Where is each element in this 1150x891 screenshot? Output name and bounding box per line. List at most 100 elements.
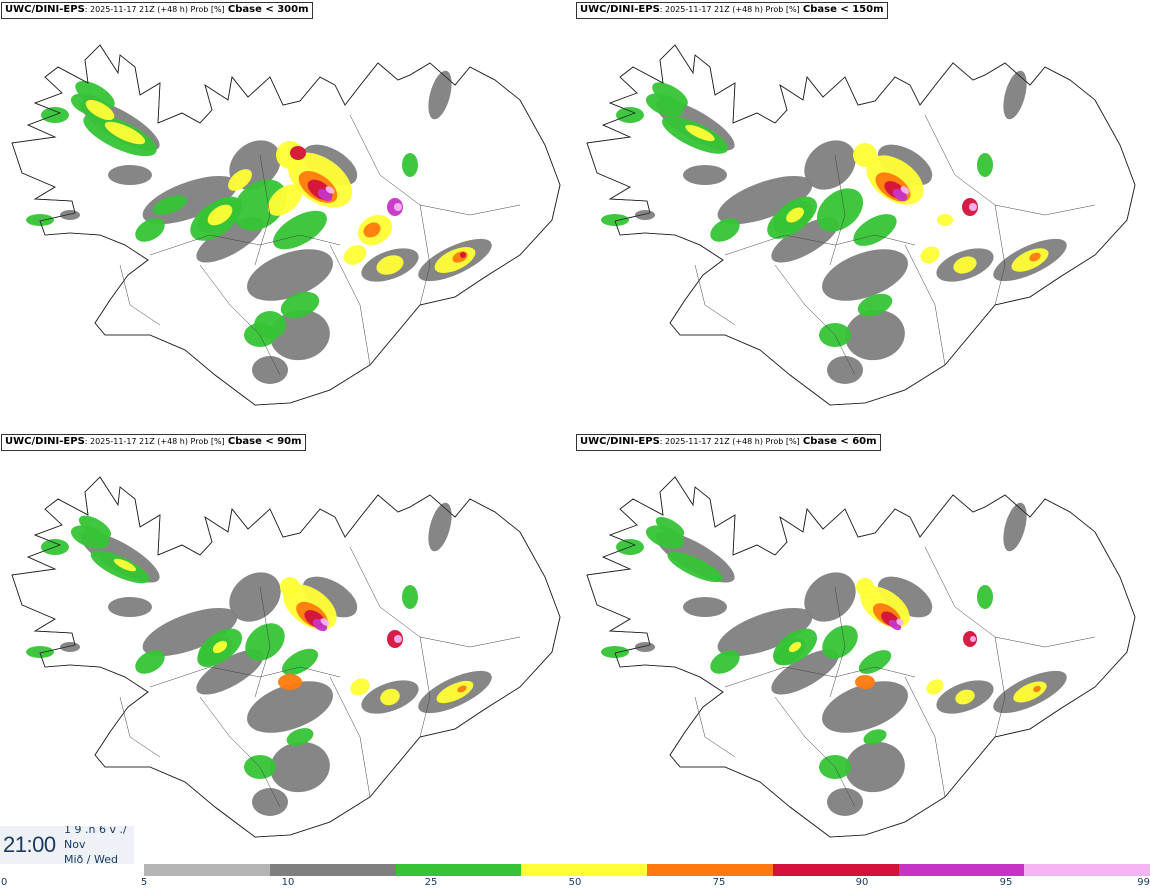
probability-area [402, 585, 418, 609]
probability-area [877, 576, 933, 618]
coastline-outline [586, 44, 1136, 406]
probability-area [652, 82, 688, 108]
region-boundary [199, 696, 281, 808]
panel-variable: Cbase < 90m [227, 436, 302, 447]
probability-area [822, 681, 908, 733]
probability-area [857, 293, 893, 317]
probability-area [710, 218, 740, 242]
probability-area [325, 186, 335, 194]
probability-area [970, 636, 976, 642]
probability-area [977, 153, 993, 177]
probability-area [937, 214, 953, 226]
colorbar-tick: 50 [568, 877, 582, 888]
probability-area [363, 222, 381, 238]
probability-area [457, 685, 467, 693]
probability-area [60, 210, 80, 220]
map-panel-cbase-60m: UWC/DINI-EPS: 2025-11-17 21Z (+48 h) Pro… [575, 432, 1150, 862]
panel-source: UWC/DINI-EPS [5, 4, 85, 15]
colorbar-segment-75-90 [647, 864, 773, 876]
probability-area [233, 179, 287, 231]
probability-area [196, 649, 264, 695]
coastline-outline [11, 476, 561, 838]
probability-area [376, 255, 404, 275]
region-boundary [829, 154, 846, 266]
panel-variable: Cbase < 60m [802, 436, 877, 447]
panel-source: UWC/DINI-EPS [5, 436, 85, 447]
probability-area [273, 210, 327, 250]
probability-area [278, 674, 302, 690]
probability-area [601, 646, 629, 658]
probability-area [601, 214, 629, 226]
probability-area [247, 249, 333, 301]
probability-area [926, 679, 944, 695]
probability-area [863, 729, 887, 745]
probability-area [955, 689, 975, 705]
probability-area [822, 249, 908, 301]
map-panel-cbase-90m: UWC/DINI-EPS: 2025-11-17 21Z (+48 h) Pro… [0, 432, 575, 862]
valid-time: 21:00 [3, 832, 56, 857]
region-boundary [724, 234, 916, 256]
colorbar-tick: 25 [424, 877, 438, 888]
valid-weekday: Mið / Wed [64, 853, 118, 864]
probability-area [853, 143, 877, 167]
coastline-outline [11, 44, 561, 406]
region-boundary [149, 234, 341, 256]
region-boundary [119, 696, 161, 758]
probability-area [85, 99, 115, 121]
probability-area [771, 649, 839, 695]
probability-area [280, 291, 320, 319]
region-boundary [774, 264, 856, 376]
probability-area [771, 217, 839, 263]
probability-area [822, 625, 858, 659]
panel-title: UWC/DINI-EPS: 2025-11-17 21Z (+48 h) Pro… [576, 434, 881, 451]
probability-area [1033, 685, 1041, 693]
probability-area [788, 641, 802, 653]
region-boundary [329, 676, 371, 798]
probability-area [286, 728, 314, 746]
probability-area [710, 650, 740, 674]
probability-area [827, 788, 863, 816]
probability-area [969, 203, 977, 211]
coastline-outline [586, 476, 1136, 838]
probability-area [228, 169, 252, 191]
probability-area [685, 124, 715, 142]
probability-area [113, 558, 137, 572]
probability-area [302, 576, 358, 618]
probability-area [135, 218, 165, 242]
probability-area [60, 642, 80, 652]
probability-area [858, 650, 892, 674]
panel-info: : 2025-11-17 21Z (+48 h) Prob [%] [84, 5, 225, 14]
panel-source: UWC/DINI-EPS [580, 4, 660, 15]
probability-area [920, 246, 940, 264]
iceland-map [586, 476, 1136, 838]
probability-area [460, 252, 466, 258]
probability-area [245, 623, 285, 661]
probability-area [75, 81, 115, 109]
probability-area [394, 203, 402, 211]
probability-area [953, 256, 977, 274]
probability-area [402, 153, 418, 177]
probability-area [270, 741, 330, 793]
probability-area [267, 184, 303, 216]
probability-area [252, 788, 288, 816]
region-boundary [724, 666, 916, 688]
panel-info: : 2025-11-17 21Z (+48 h) Prob [%] [659, 437, 800, 446]
probability-area [135, 650, 165, 674]
iceland-map [586, 44, 1136, 406]
region-boundary [119, 264, 161, 326]
probability-area [26, 214, 54, 226]
panel-title: UWC/DINI-EPS: 2025-11-17 21Z (+48 h) Pro… [576, 2, 888, 19]
probability-area [1003, 502, 1027, 552]
probability-area [252, 356, 288, 384]
probability-area [855, 675, 875, 689]
probability-area [290, 146, 306, 160]
probability-area [212, 640, 228, 654]
region-boundary [694, 696, 736, 758]
probability-area [350, 678, 370, 696]
region-boundary [419, 204, 431, 306]
region-boundary [254, 586, 271, 698]
colorbar-segment-25-50 [395, 864, 522, 876]
iceland-map [11, 44, 561, 406]
valid-month: Nov [64, 838, 86, 851]
probability-area [683, 165, 727, 185]
